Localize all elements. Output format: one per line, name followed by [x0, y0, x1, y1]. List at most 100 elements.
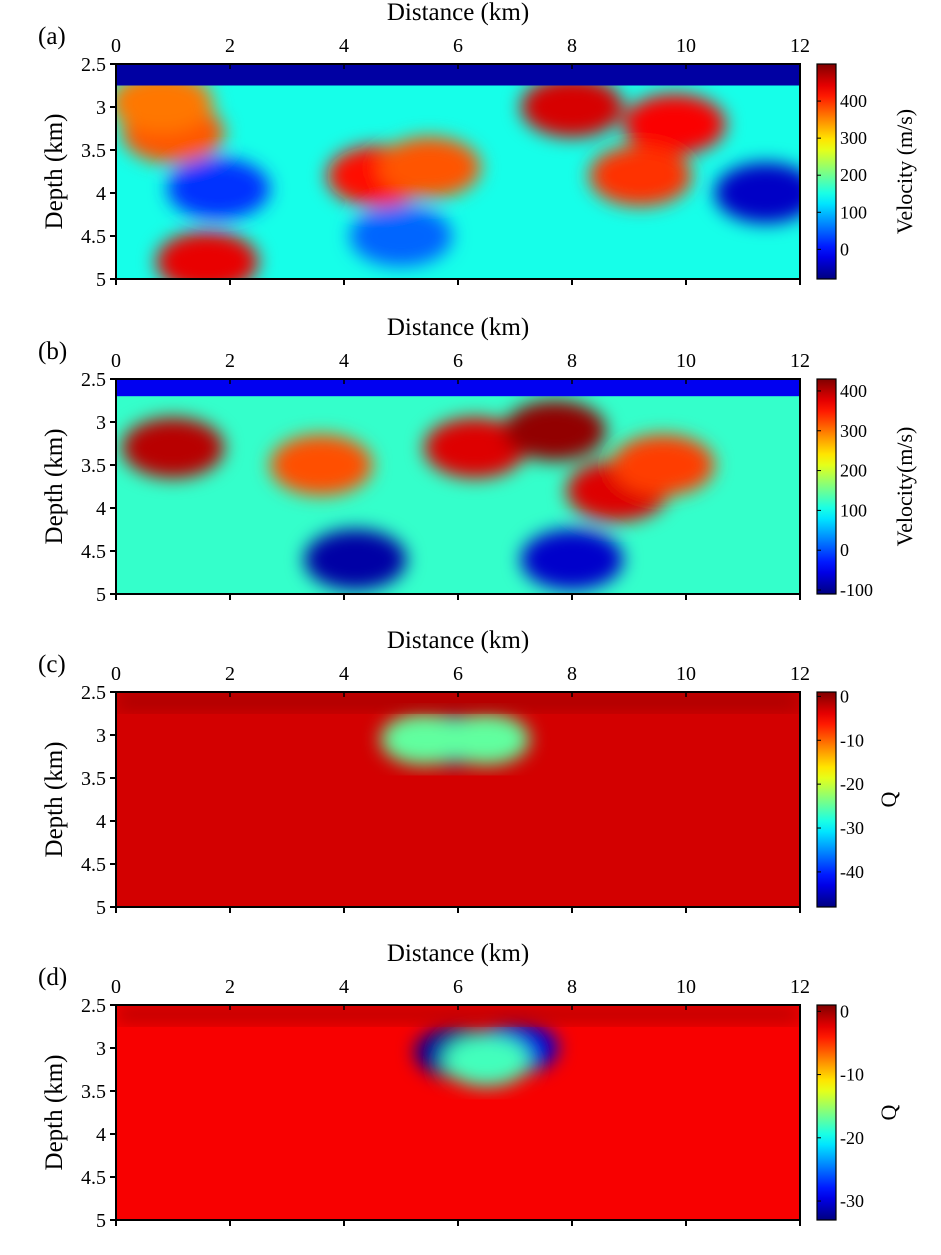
y-tick-label: 2.5: [81, 682, 106, 704]
x-tick-label: 12: [790, 350, 810, 372]
y-tick-label: 3.5: [81, 1081, 106, 1103]
y-tick-label: 5: [96, 1210, 106, 1232]
y-tick-label: 3.5: [81, 140, 106, 162]
y-tick-label: 5: [96, 897, 106, 919]
x-tick-label: 0: [111, 976, 121, 998]
colorbar-tick-label: 200: [840, 461, 867, 481]
x-tick-label: 6: [453, 976, 463, 998]
heatmap-anomaly: [443, 713, 530, 765]
x-tick-label: 8: [567, 663, 577, 685]
y-tick-label: 3.5: [81, 768, 106, 790]
colorbar-tick-label: -20: [840, 774, 864, 794]
x-tick-label: 8: [567, 350, 577, 372]
y-axis-label: Depth (km): [41, 742, 68, 858]
colorbar-tick-label: 0: [840, 239, 849, 259]
heatmap-anomaly: [349, 205, 453, 267]
colorbar: [816, 691, 837, 908]
surface-band: [116, 692, 800, 710]
colorbar-tick-label: 400: [840, 91, 867, 111]
x-tick-label: 10: [676, 350, 696, 372]
heatmap-anomaly: [121, 417, 225, 479]
x-tick-label: 10: [676, 976, 696, 998]
x-tick-label: 2: [225, 35, 235, 57]
y-tick-label: 4: [96, 1124, 106, 1146]
panel-c: Distance (km) (c) Depth (km) 0 2 4 6 8 10 12 2.5 3 3…: [38, 627, 901, 919]
y-tick-label: 5: [96, 269, 106, 291]
x-axis-label: Distance (km): [387, 0, 529, 26]
heatmap-field: [116, 692, 800, 907]
x-tick-label: 4: [339, 663, 349, 685]
y-tick-label: 3: [96, 1038, 106, 1060]
y-tick-label: 4.5: [81, 854, 106, 876]
x-axis-label: Distance (km): [387, 627, 529, 654]
colorbar: [816, 1004, 837, 1221]
y-tick-label: 5: [96, 584, 106, 606]
heatmap-field: [116, 1005, 800, 1220]
colorbar-label: Velocity (m/s): [892, 109, 917, 234]
panel-d: Distance (km) (d) Depth (km) 0 2 4 6 8 10 12 2.5 3 3…: [38, 940, 901, 1232]
heatmap-anomaly: [611, 434, 715, 496]
x-tick-label: 6: [453, 35, 463, 57]
y-tick-label: 4: [96, 183, 106, 205]
colorbar-tick-label: 200: [840, 165, 867, 185]
panel-b: Distance (km) (b) Depth (km) 0 2 4 6 8 10 12 2.5 3 3…: [38, 314, 917, 606]
colorbar-tick-label: 300: [840, 421, 867, 441]
x-tick-label: 0: [111, 35, 121, 57]
colorbar-tick-label: 100: [840, 500, 867, 520]
colorbar-tick-label: -40: [840, 862, 864, 882]
heatmap-field: [116, 379, 800, 594]
colorbar-tick-label: -10: [840, 730, 864, 750]
x-tick-label: 10: [676, 35, 696, 57]
heatmap-anomaly: [443, 1035, 530, 1087]
colorbar: [816, 63, 837, 280]
panel-label: (a): [38, 23, 66, 50]
heatmap-anomaly: [503, 400, 607, 461]
x-tick-label: 8: [567, 976, 577, 998]
panel-label: (c): [38, 651, 66, 678]
y-tick-label: 4.5: [81, 1167, 106, 1189]
y-tick-label: 3: [96, 97, 106, 119]
heatmap-anomaly: [423, 417, 527, 479]
y-tick-label: 2.5: [81, 54, 106, 76]
heatmap-anomaly: [380, 713, 467, 765]
colorbar-tick-label: 400: [840, 381, 867, 401]
colorbar-tick-label: 100: [840, 202, 867, 222]
heatmap-anomaly: [520, 76, 624, 138]
colorbar-tick-label: 0: [840, 540, 849, 560]
colorbar-tick-label: -20: [840, 1128, 864, 1148]
x-tick-label: 2: [225, 663, 235, 685]
x-tick-label: 12: [790, 663, 810, 685]
heatmap-anomaly: [116, 72, 213, 134]
heatmap-anomaly: [269, 434, 373, 496]
colorbar-tick-label: -30: [840, 1191, 864, 1211]
heatmap-anomaly: [116, 379, 800, 397]
heatmap-anomaly: [378, 136, 481, 198]
x-tick-label: 12: [790, 976, 810, 998]
heatmap-anomaly: [520, 529, 624, 590]
colorbar-label: Q: [876, 1104, 901, 1120]
x-tick-label: 0: [111, 663, 121, 685]
colorbar-label: Q: [876, 791, 901, 807]
x-tick-label: 2: [225, 976, 235, 998]
x-tick-label: 8: [567, 35, 577, 57]
y-tick-label: 3.5: [81, 455, 106, 477]
x-tick-label: 10: [676, 663, 696, 685]
x-axis-label: Distance (km): [387, 314, 529, 341]
y-tick-label: 4: [96, 498, 106, 520]
y-axis-label: Depth (km): [41, 114, 68, 230]
y-axis-label: Depth (km): [41, 429, 68, 545]
y-tick-label: 4: [96, 811, 106, 833]
heatmap-anomaly: [589, 145, 692, 207]
colorbar-tick-label: 0: [840, 1001, 849, 1021]
y-tick-label: 3: [96, 725, 106, 747]
x-tick-label: 6: [453, 350, 463, 372]
y-tick-label: 4.5: [81, 541, 106, 563]
colorbar-tick-label: -30: [840, 818, 864, 838]
colorbar-tick-label: -10: [840, 1065, 864, 1085]
panel-a: Distance (km) (a) Depth (km) 0 2 4 6 8 10 12 2.5 3 3…: [38, 0, 917, 291]
y-tick-label: 4.5: [81, 226, 106, 248]
colorbar-label: Velocity(m/s): [892, 427, 917, 547]
heatmap-field: [116, 64, 800, 279]
colorbar-tick-label: -100: [840, 580, 873, 600]
